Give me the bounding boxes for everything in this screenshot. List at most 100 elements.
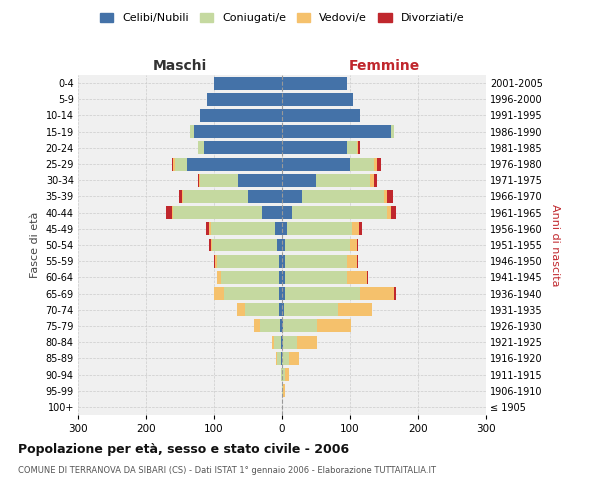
Bar: [317, 320, 352, 332]
Bar: [286, 238, 350, 252]
Bar: [278, 254, 282, 268]
Bar: [211, 222, 275, 235]
Bar: [262, 206, 282, 219]
Bar: [275, 222, 282, 235]
Bar: [199, 142, 204, 154]
Bar: [282, 190, 302, 203]
Bar: [217, 271, 221, 284]
Bar: [282, 174, 316, 186]
Bar: [207, 93, 282, 106]
Bar: [316, 174, 370, 186]
Bar: [347, 142, 357, 154]
Bar: [358, 142, 359, 154]
Bar: [287, 222, 352, 235]
Bar: [221, 271, 278, 284]
Bar: [209, 238, 211, 252]
Bar: [360, 287, 394, 300]
Bar: [274, 336, 281, 348]
Bar: [282, 238, 286, 252]
Bar: [166, 206, 172, 219]
Bar: [238, 174, 282, 186]
Bar: [224, 287, 278, 300]
Bar: [286, 254, 347, 268]
Bar: [282, 368, 286, 381]
Bar: [209, 222, 211, 235]
Text: Popolazione per età, sesso e stato civile - 2006: Popolazione per età, sesso e stato civil…: [18, 442, 349, 456]
Bar: [282, 287, 286, 300]
Y-axis label: Anni di nascita: Anni di nascita: [550, 204, 560, 286]
Bar: [297, 336, 317, 348]
Bar: [350, 238, 357, 252]
Bar: [175, 158, 187, 170]
Bar: [282, 93, 353, 106]
Bar: [374, 174, 377, 186]
Text: COMUNE DI TERRANOVA DA SIBARI (CS) - Dati ISTAT 1° gennaio 2006 - Elaborazione T: COMUNE DI TERRANOVA DA SIBARI (CS) - Dat…: [18, 466, 436, 475]
Bar: [352, 222, 359, 235]
Bar: [282, 76, 347, 90]
Bar: [357, 142, 358, 154]
Bar: [248, 190, 282, 203]
Bar: [350, 158, 374, 170]
Bar: [200, 109, 282, 122]
Bar: [374, 158, 377, 170]
Bar: [197, 174, 199, 186]
Bar: [388, 206, 391, 219]
Text: Maschi: Maschi: [153, 58, 207, 72]
Bar: [282, 304, 284, 316]
Bar: [388, 190, 393, 203]
Bar: [217, 254, 278, 268]
Bar: [282, 222, 287, 235]
Bar: [190, 125, 194, 138]
Bar: [214, 287, 224, 300]
Bar: [206, 222, 209, 235]
Bar: [394, 287, 395, 300]
Bar: [282, 125, 391, 138]
Bar: [284, 304, 338, 316]
Bar: [276, 352, 277, 365]
Bar: [282, 254, 286, 268]
Bar: [214, 254, 215, 268]
Bar: [289, 352, 299, 365]
Bar: [283, 336, 297, 348]
Bar: [277, 238, 282, 252]
Bar: [173, 206, 262, 219]
Bar: [279, 304, 282, 316]
Bar: [184, 190, 248, 203]
Bar: [187, 158, 282, 170]
Bar: [278, 271, 282, 284]
Bar: [391, 125, 394, 138]
Bar: [357, 254, 358, 268]
Bar: [347, 254, 357, 268]
Bar: [377, 158, 380, 170]
Text: Femmine: Femmine: [349, 58, 419, 72]
Bar: [282, 142, 347, 154]
Bar: [283, 320, 317, 332]
Bar: [359, 222, 362, 235]
Bar: [172, 206, 173, 219]
Bar: [282, 352, 289, 365]
Bar: [214, 76, 282, 90]
Bar: [272, 336, 274, 348]
Bar: [282, 206, 292, 219]
Bar: [282, 384, 283, 397]
Bar: [172, 158, 173, 170]
Bar: [211, 238, 212, 252]
Bar: [338, 304, 373, 316]
Bar: [204, 142, 282, 154]
Bar: [280, 320, 282, 332]
Bar: [286, 287, 360, 300]
Bar: [254, 320, 260, 332]
Bar: [286, 368, 289, 381]
Bar: [173, 158, 175, 170]
Bar: [282, 271, 286, 284]
Bar: [282, 158, 350, 170]
Bar: [367, 271, 368, 284]
Bar: [199, 174, 200, 186]
Legend: Celibi/Nubili, Coniugati/e, Vedovi/e, Divorziati/e: Celibi/Nubili, Coniugati/e, Vedovi/e, Di…: [95, 8, 469, 28]
Bar: [281, 352, 282, 365]
Bar: [200, 174, 238, 186]
Bar: [370, 174, 374, 186]
Bar: [282, 109, 360, 122]
Bar: [391, 206, 396, 219]
Bar: [292, 206, 388, 219]
